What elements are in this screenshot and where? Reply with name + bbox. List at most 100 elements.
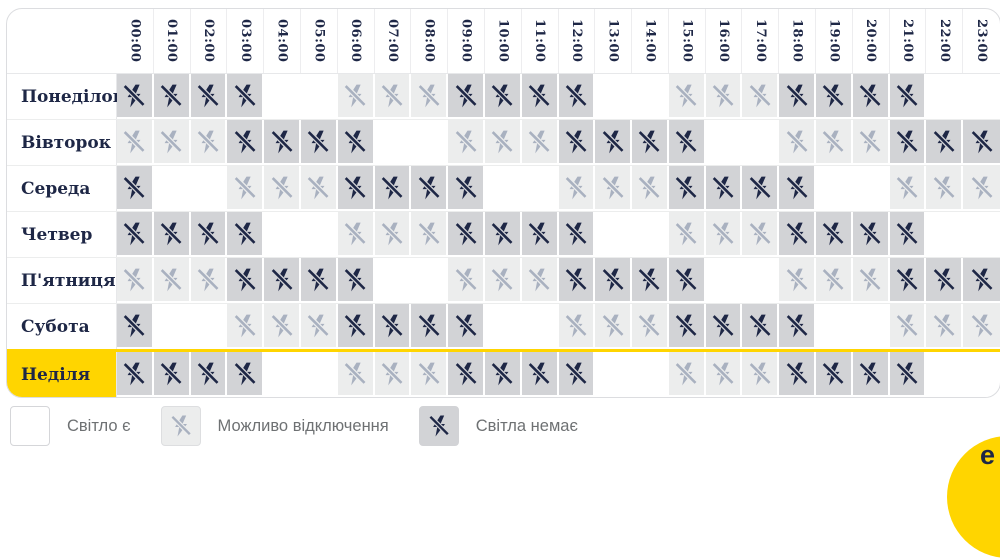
schedule-cell-off — [668, 304, 706, 349]
schedule-cell-off — [889, 212, 927, 257]
crossed-lightning-icon — [601, 313, 625, 337]
crossed-lightning-icon — [491, 129, 514, 153]
crossed-lightning-icon — [711, 221, 735, 245]
crossed-lightning-icon — [123, 129, 146, 153]
crossed-lightning-icon — [307, 175, 330, 199]
crossed-lightning-icon — [859, 83, 882, 107]
schedule-cell-on — [190, 166, 228, 211]
hour-header-label: 12:00 — [568, 19, 584, 63]
schedule-cell-off — [300, 120, 338, 165]
hour-header-label: 14:00 — [642, 19, 658, 63]
schedule-cell-on — [374, 120, 412, 165]
day-row: Вівторок — [7, 119, 1000, 165]
hour-header: 22:00 — [926, 9, 964, 73]
schedule-cell-maybe — [521, 120, 559, 165]
legend-item: Світло є — [10, 406, 131, 446]
crossed-lightning-icon — [123, 361, 146, 385]
schedule-cell-on — [300, 352, 338, 397]
schedule-cell-maybe — [852, 120, 890, 165]
crossed-lightning-icon — [638, 175, 661, 199]
hour-header: 20:00 — [853, 9, 890, 73]
schedule-cell-off — [264, 120, 301, 165]
crossed-lightning-icon — [380, 83, 404, 107]
crossed-lightning-icon — [123, 313, 146, 337]
crossed-lightning-icon — [380, 221, 404, 245]
crossed-lightning-icon — [601, 267, 625, 291]
schedule-cell-off — [816, 212, 853, 257]
crossed-lightning-icon — [380, 313, 404, 337]
schedule-cell-off — [558, 258, 596, 303]
crossed-lightning-icon — [343, 221, 367, 245]
hour-header-label: 03:00 — [237, 19, 253, 63]
schedule-cell-off — [963, 258, 1000, 303]
schedule-cell-on — [705, 258, 743, 303]
schedule-cell-off — [484, 352, 522, 397]
crossed-lightning-icon — [527, 129, 551, 153]
schedule-cell-off — [816, 74, 853, 119]
hour-header: 14:00 — [632, 9, 669, 73]
schedule-cell-off — [852, 352, 890, 397]
crossed-lightning-icon — [196, 221, 220, 245]
crossed-lightning-icon — [564, 221, 588, 245]
schedule-cell-off — [779, 304, 817, 349]
crossed-lightning-icon — [454, 267, 477, 291]
schedule-cell-off — [227, 74, 265, 119]
schedule-cell-maybe — [926, 166, 964, 211]
crossed-lightning-icon — [932, 175, 956, 199]
schedule-cell-on — [190, 304, 228, 349]
schedule-cell-off — [448, 166, 485, 211]
schedule-cell-maybe — [668, 212, 706, 257]
crossed-lightning-icon — [785, 175, 809, 199]
crossed-lightning-icon — [822, 221, 845, 245]
schedule-cell-maybe — [963, 304, 1000, 349]
schedule-cell-maybe — [558, 304, 596, 349]
crossed-lightning-icon — [196, 129, 220, 153]
schedule-cell-on — [595, 212, 633, 257]
crossed-lightning-icon — [233, 361, 257, 385]
schedule-cell-off — [264, 258, 301, 303]
schedule-cell-maybe — [227, 166, 265, 211]
schedule-cell-on — [374, 258, 412, 303]
hour-header: 12:00 — [559, 9, 596, 73]
schedule-cell-off — [705, 304, 743, 349]
crossed-lightning-icon — [454, 361, 477, 385]
schedule-cell-off — [190, 352, 228, 397]
crossed-lightning-icon — [527, 361, 551, 385]
schedule-cell-maybe — [300, 304, 338, 349]
hour-header: 16:00 — [706, 9, 743, 73]
schedule-cell-maybe — [705, 352, 743, 397]
schedule-cell-maybe — [816, 258, 853, 303]
schedule-cell-on — [411, 120, 449, 165]
schedule-cell-on — [264, 352, 301, 397]
hour-header: 07:00 — [375, 9, 412, 73]
schedule-cell-off — [337, 166, 375, 211]
crossed-lightning-icon — [417, 221, 441, 245]
schedule-cell-off — [153, 74, 191, 119]
schedule-cell-off — [926, 258, 964, 303]
crossed-lightning-icon — [932, 129, 956, 153]
schedule-cell-maybe — [742, 352, 780, 397]
schedule-cell-maybe — [153, 258, 191, 303]
crossed-lightning-icon — [895, 221, 919, 245]
crossed-lightning-icon — [785, 313, 809, 337]
schedule-cell-maybe — [484, 258, 522, 303]
hour-header: 04:00 — [264, 9, 301, 73]
hour-header: 21:00 — [890, 9, 927, 73]
hour-header: 11:00 — [522, 9, 559, 73]
schedule-cell-off — [632, 120, 669, 165]
schedule-cell-maybe — [300, 166, 338, 211]
legend-label: Світло є — [67, 416, 131, 435]
schedule-cell-on — [484, 166, 522, 211]
schedule-cell-off — [705, 166, 743, 211]
schedule-cell-maybe — [117, 258, 154, 303]
crossed-lightning-icon — [123, 175, 146, 199]
crossed-lightning-icon — [895, 267, 919, 291]
hour-header-label: 00:00 — [127, 19, 143, 63]
crossed-lightning-icon — [160, 267, 183, 291]
crossed-lightning-icon — [196, 361, 220, 385]
hour-header: 23:00 — [963, 9, 1000, 73]
crossed-lightning-icon — [233, 129, 257, 153]
crossed-lightning-icon — [233, 175, 257, 199]
schedule-cell-off — [117, 212, 154, 257]
schedule-cell-off — [889, 258, 927, 303]
